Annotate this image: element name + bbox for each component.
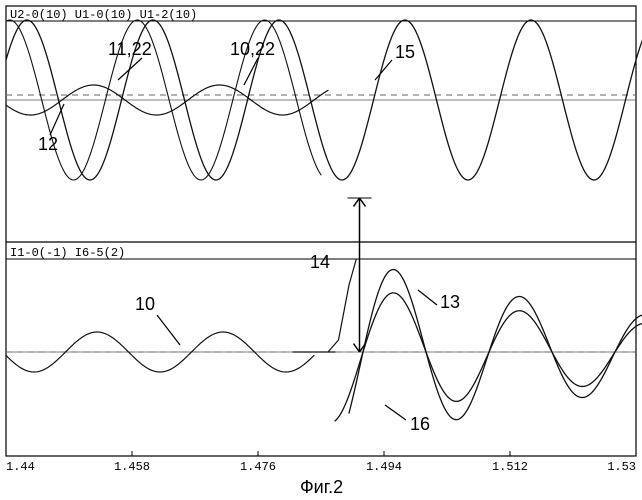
oscillogram-figure: U2-0(10) U1-0(10) U1-2(10) I1-0(-1) I6-5(… <box>0 0 642 500</box>
x-tick-label: 1.458 <box>114 460 150 474</box>
annotation-label: 11,22 <box>108 39 152 59</box>
annotation-label: 10,22 <box>230 39 275 59</box>
annotation-label: 14 <box>310 252 330 272</box>
annotation-label: 16 <box>410 414 430 434</box>
annotation-label: 10 <box>135 294 155 314</box>
panel-header: U2-0(10) U1-0(10) U1-2(10) <box>10 8 197 22</box>
panel-header: I1-0(-1) I6-5(2) <box>10 246 125 260</box>
x-tick-label: 1.476 <box>240 460 276 474</box>
annotation-label: 13 <box>440 292 460 312</box>
x-tick-label: 1.53 <box>607 460 636 474</box>
x-tick-label: 1.512 <box>492 460 528 474</box>
x-tick-label: 1.494 <box>366 460 402 474</box>
x-tick-label: 1.44 <box>6 460 35 474</box>
annotation-label: 12 <box>38 134 58 154</box>
annotation-label: 15 <box>395 42 415 62</box>
figure-caption: Фиг.2 <box>300 477 343 497</box>
